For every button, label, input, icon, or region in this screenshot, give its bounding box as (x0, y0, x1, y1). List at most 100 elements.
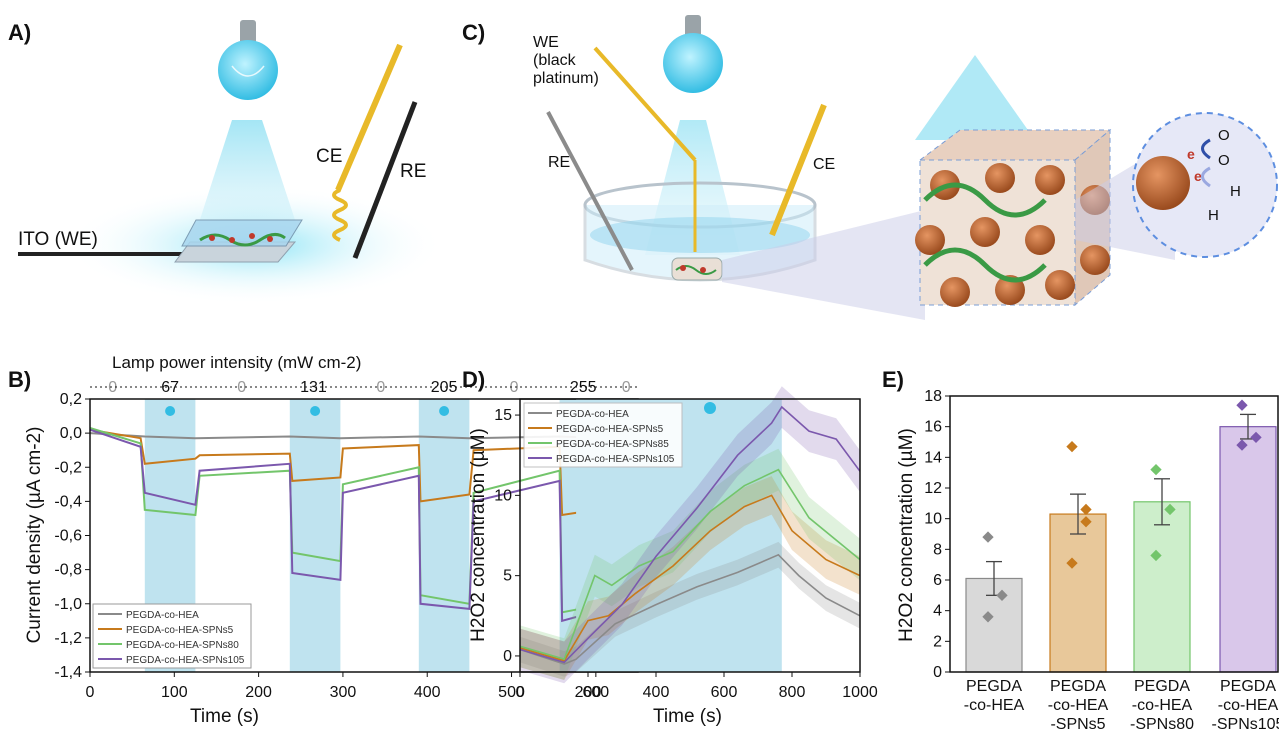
x-tick-label: 200 (575, 684, 602, 701)
panel-b-title: Lamp power intensity (mW cm-2) (112, 353, 361, 372)
panel-e: E) PEGDA -co-HEA PEGDA -co-HEA -SPNs5 PEGDA -c… (882, 367, 1279, 733)
y-tick-label: 12 (924, 480, 942, 497)
x-tick-label: PEGDA -co-HEA -SPNs5 (1048, 678, 1109, 733)
data-point (1066, 557, 1078, 569)
intensity-label: 131 (300, 379, 327, 396)
we-label-a: ITO (WE) (18, 229, 98, 250)
y-tick-label: 16 (924, 419, 942, 436)
hplus-label: H (1208, 207, 1219, 224)
data-point (1150, 549, 1162, 562)
legend-entry: PEGDA-co-HEA-SPNs80 (126, 640, 239, 651)
data-point (982, 531, 994, 543)
y-tick-label: -0,6 (54, 528, 82, 545)
x-tick-label: PEGDA -co-HEA -SPNs80 (1130, 678, 1194, 733)
series-line (519, 553, 861, 665)
panel-d-legend: PEGDA-co-HEA PEGDA-co-HEA-SPNs5 PEGDA-co-H… (523, 402, 683, 468)
bar (965, 577, 1023, 673)
data-point (1250, 431, 1262, 444)
y-tick-label: 0,2 (60, 391, 82, 408)
light-bulb-icon (439, 406, 450, 416)
intensity-label: 205 (431, 379, 458, 396)
panel-d-ylabel: H2O2 concentration (µM) (468, 428, 489, 642)
y-tick-label: 4 (933, 603, 942, 620)
electron-label-1: e (1187, 146, 1195, 162)
nanoparticle (915, 225, 945, 255)
bar (1219, 426, 1277, 673)
series-line (519, 405, 861, 664)
x-tick-label: 800 (779, 684, 806, 701)
x-tick-label: 0 (516, 684, 525, 701)
x-tick-label: 0 (86, 684, 95, 701)
light-bulb-icon (704, 402, 716, 414)
data-point (1236, 399, 1248, 411)
re-label-a: RE (400, 161, 426, 182)
y-tick-label: -1,0 (54, 596, 82, 613)
error-band (520, 541, 860, 677)
y-tick-label: -0,2 (54, 459, 82, 476)
legend-entry: PEGDA-co-HEA-SPNs85 (556, 439, 669, 450)
light-bulb-icon (165, 406, 176, 416)
nanoparticle (1025, 225, 1055, 255)
panel-c: C) WE (black platinum) RE CE (462, 15, 1278, 320)
panel-b: B) Lamp power intensity (mW cm-2) 0 67 0 13… (8, 353, 639, 727)
ce-label-a: CE (316, 146, 342, 167)
data-point (1150, 463, 1162, 476)
panel-c-label: C) (462, 20, 485, 45)
panel-b-ylabel: Current density (µA cm-2) (24, 427, 45, 644)
nanoparticle (1045, 270, 1075, 300)
data-point (1066, 440, 1078, 453)
data-point (982, 611, 994, 623)
light-bulb-icon (310, 406, 321, 416)
counter-electrode (335, 43, 403, 192)
light-bulb-icon (663, 15, 723, 93)
x-tick-label: PEGDA -co-HEA -SPNs105 (1212, 678, 1279, 733)
panel-e-ylabel: H2O2 concentration (µM) (896, 428, 917, 642)
panel-b-xlabel: Time (s) (190, 706, 259, 727)
data-point (1236, 439, 1248, 451)
legend-entry: PEGDA-co-HEA-SPNs105 (556, 454, 675, 465)
series-line (519, 494, 861, 662)
light-bulb-icon (218, 20, 278, 100)
legend-entry: PEGDA-co-HEA-SPNs5 (126, 625, 234, 636)
ce-label-c: CE (813, 156, 835, 173)
panel-d: D) 0 200 400 600 800 1000 0 5 10 15 Time (s) H2O2… (462, 367, 878, 727)
data-point (996, 589, 1008, 601)
series-line (89, 428, 639, 517)
y-tick-label: 8 (933, 541, 942, 558)
bar (1133, 501, 1191, 673)
electron-label-2: e (1194, 168, 1202, 184)
series-line (89, 427, 639, 614)
y-tick-label: 0 (503, 648, 512, 665)
y-tick-label: 10 (924, 511, 942, 528)
panel-b-label: B) (8, 367, 31, 392)
series-line (89, 428, 639, 623)
nanoparticle (1080, 245, 1110, 275)
sample-in-beaker (671, 257, 723, 281)
y-tick-label: 0,0 (60, 425, 82, 442)
o2-label: O (1218, 127, 1230, 144)
error-band (520, 476, 860, 680)
x-tick-label: 300 (330, 684, 357, 701)
bar (1049, 513, 1107, 673)
y-tick-label: -1,4 (54, 664, 82, 681)
legend-entry: PEGDA-co-HEA-SPNs5 (556, 424, 664, 435)
x-tick-label: 100 (161, 684, 188, 701)
panel-b-legend: PEGDA-co-HEA PEGDA-co-HEA-SPNs5 PEGDA-co-H… (92, 603, 252, 669)
y-tick-label: 6 (933, 572, 942, 589)
y-tick-label: 14 (924, 449, 942, 466)
ito-electrode (18, 219, 303, 263)
y-tick-label: 10 (494, 487, 512, 504)
data-point (1080, 516, 1092, 528)
intensity-label: 0 (108, 379, 117, 396)
panel-a-label: A) (8, 20, 31, 45)
x-tick-label: 400 (414, 684, 441, 701)
nanoparticle (970, 217, 1000, 247)
panel-d-xlabel: Time (s) (653, 706, 722, 727)
intensity-label: 255 (570, 379, 597, 396)
nanoparticle (1035, 165, 1065, 195)
reference-electrode (352, 101, 418, 259)
y-tick-label: -0,4 (54, 493, 82, 510)
hydrogel-sample (199, 233, 286, 247)
we-label-c: WE (black platinum) (533, 34, 599, 87)
